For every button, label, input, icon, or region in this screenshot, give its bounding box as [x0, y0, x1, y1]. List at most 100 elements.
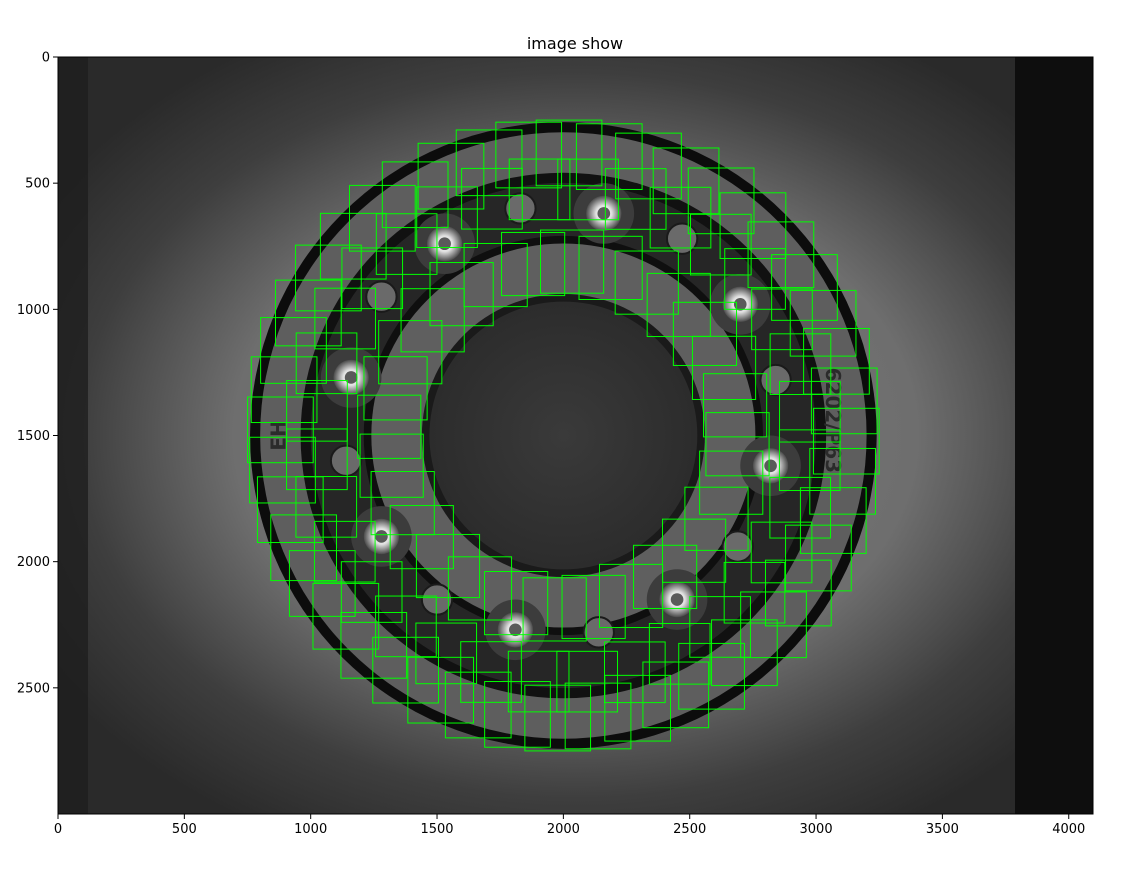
detection-box: [313, 520, 376, 583]
ball-center: [670, 593, 684, 606]
detection-box: [615, 132, 682, 200]
detection-box: [678, 642, 745, 710]
detection-box: [495, 121, 563, 189]
detection-box: [340, 561, 403, 623]
ball-center: [438, 237, 451, 251]
x-tick-label: 3000: [800, 822, 833, 837]
detection-box: [764, 559, 832, 627]
y-tick-label: 1500: [17, 429, 50, 444]
detection-box: [429, 262, 494, 327]
detection-box: [460, 641, 522, 703]
figure-title: image show: [527, 34, 623, 53]
detection-box: [803, 327, 870, 395]
detection-box: [661, 518, 727, 583]
detection-box: [785, 524, 852, 592]
detection-box: [702, 373, 768, 438]
detection-box: [417, 142, 485, 210]
detection-box: [501, 231, 566, 297]
detection-box: [751, 288, 813, 351]
detection-box: [778, 429, 841, 492]
cage-rivet: [504, 192, 537, 225]
x-tick-label: 3500: [926, 822, 959, 837]
detection-box: [508, 158, 571, 221]
x-tick-label: 1500: [420, 822, 453, 837]
detection-box: [314, 287, 377, 350]
y-tick-label: 500: [25, 177, 50, 192]
detection-box: [809, 447, 876, 515]
detection-box: [247, 396, 314, 464]
x-tick-label: 500: [172, 822, 197, 837]
detection-boxes: [247, 119, 880, 752]
detection-box: [249, 436, 316, 504]
detection-box: [370, 471, 435, 536]
detection-box: [779, 380, 841, 443]
y-tick-label: 1000: [17, 303, 50, 318]
detection-box: [416, 186, 478, 249]
detection-box: [689, 596, 751, 658]
stamp-text-right: 6202/P63: [821, 368, 845, 473]
x-tick-label: 4000: [1052, 822, 1085, 837]
detection-box: [484, 571, 549, 636]
detection-box: [288, 550, 356, 617]
detection-box: [812, 407, 880, 475]
y-axis: 0 500 1000 1500 2000 2500: [17, 51, 58, 696]
x-tick-label: 0: [54, 822, 62, 837]
detection-box: [341, 247, 404, 310]
detection-box: [524, 684, 592, 752]
detection-box: [274, 279, 342, 347]
detection-box: [359, 433, 424, 498]
detection-box: [603, 641, 666, 704]
x-tick-label: 1000: [294, 822, 327, 837]
ball-center: [344, 371, 358, 384]
detection-box: [648, 622, 711, 685]
detection-box: [295, 476, 358, 538]
x-tick-label: 2500: [673, 822, 706, 837]
detection-box: [461, 167, 523, 230]
cage-rivet: [365, 280, 398, 313]
detection-box: [507, 650, 570, 713]
cage-rivet: [582, 616, 615, 649]
detection-box: [723, 561, 786, 624]
detection-box: [740, 591, 807, 659]
detection-box: [649, 186, 712, 249]
detection-box: [286, 428, 348, 491]
detection-box: [771, 254, 838, 321]
detection-box: [295, 332, 358, 395]
left-dark-band: [58, 57, 88, 814]
x-axis: 0 500 1000 1500 2000 2500 3000 3500 4000: [54, 814, 1085, 837]
detection-box: [598, 563, 664, 629]
detection-box: [535, 119, 603, 187]
ball-center: [597, 207, 611, 220]
detection-box: [719, 192, 787, 260]
ball-center: [509, 623, 522, 637]
detection-box: [557, 158, 619, 221]
bearing: EH 6202/P63: [250, 122, 877, 749]
detection-box: [340, 611, 408, 679]
detection-box: [415, 622, 478, 685]
detection-box: [381, 161, 449, 229]
detection-box: [652, 147, 720, 215]
detection-box: [705, 412, 770, 477]
detection-box: [750, 521, 813, 584]
detection-box: [463, 242, 528, 308]
cage-rivet: [721, 530, 754, 563]
detection-box: [415, 533, 481, 599]
detection-box: [407, 656, 475, 724]
detection-box: [789, 289, 857, 357]
detection-box: [575, 123, 643, 190]
detection-box: [484, 681, 551, 748]
image-plot: EH 6202/P63: [58, 57, 1093, 814]
detection-box: [372, 636, 439, 704]
detection-box: [810, 367, 878, 435]
detection-box: [250, 356, 318, 424]
detection-box: [642, 661, 710, 729]
detection-box: [724, 248, 786, 310]
detection-box: [389, 505, 454, 570]
detection-box: [400, 288, 465, 353]
y-tick-label: 2500: [17, 681, 50, 696]
detection-box: [672, 301, 738, 366]
detection-box: [604, 168, 667, 230]
detection-box: [455, 129, 523, 197]
detection-box: [357, 394, 422, 459]
